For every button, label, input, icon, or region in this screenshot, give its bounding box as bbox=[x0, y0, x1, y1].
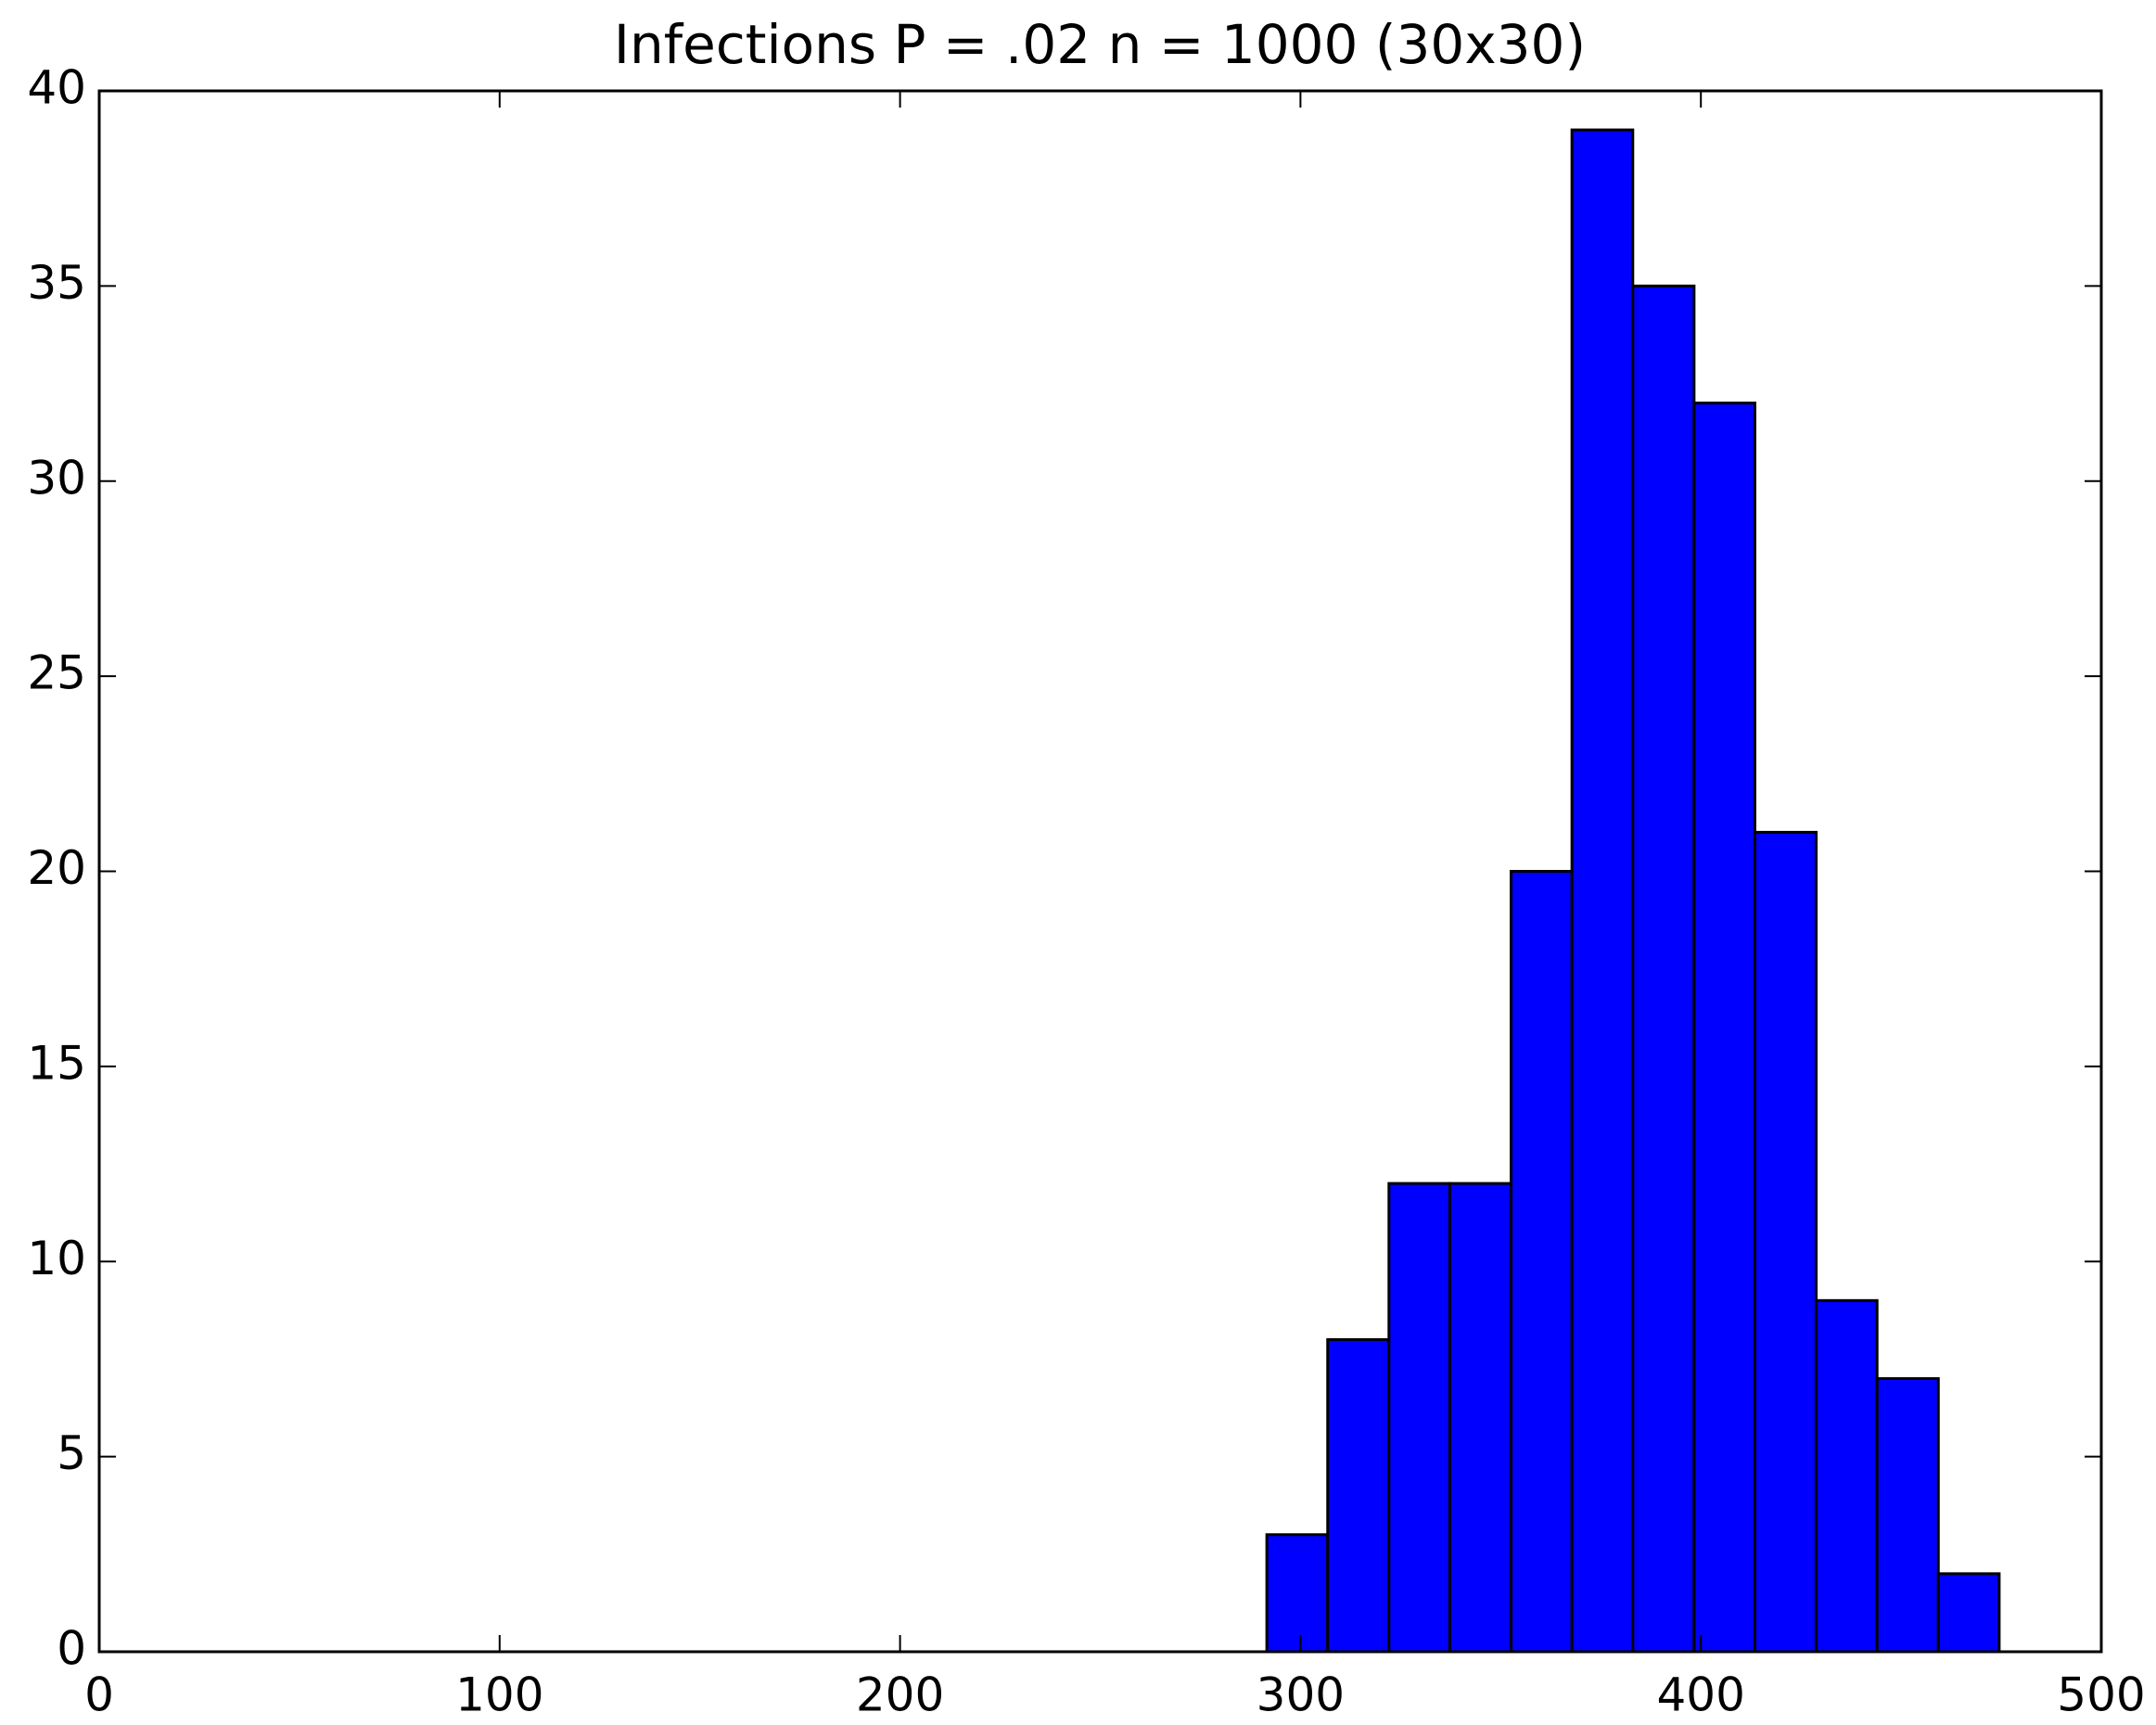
bar bbox=[1936, 1572, 2001, 1654]
x-tick-label: 300 bbox=[1257, 1668, 1345, 1722]
bar bbox=[1692, 402, 1756, 1654]
bar bbox=[1570, 128, 1635, 1654]
y-tick-label: 20 bbox=[27, 841, 86, 895]
bar bbox=[1387, 1182, 1451, 1654]
plot-frame bbox=[97, 89, 2103, 1654]
y-tick-label: 0 bbox=[57, 1622, 86, 1676]
x-tick-label: 0 bbox=[84, 1668, 114, 1722]
y-tick-label: 40 bbox=[27, 61, 86, 115]
y-tick-label: 10 bbox=[27, 1232, 86, 1285]
x-tick-label: 200 bbox=[856, 1668, 944, 1722]
chart-title: Infections P = .02 n = 1000 (30x30) bbox=[614, 13, 1586, 76]
y-tick-label: 35 bbox=[27, 256, 86, 310]
y-tick-label: 15 bbox=[27, 1036, 86, 1090]
y-tick-label: 5 bbox=[57, 1426, 86, 1480]
x-tick-label: 500 bbox=[2057, 1668, 2145, 1722]
x-tick-label: 100 bbox=[455, 1668, 543, 1722]
y-tick-label: 30 bbox=[27, 451, 86, 505]
bar bbox=[1875, 1376, 1940, 1654]
bar bbox=[1510, 870, 1574, 1654]
bar bbox=[1326, 1337, 1391, 1654]
x-tick-label: 400 bbox=[1656, 1668, 1744, 1722]
bar bbox=[1631, 284, 1696, 1654]
y-tick-label: 25 bbox=[27, 646, 86, 700]
bar bbox=[1265, 1533, 1330, 1654]
bar bbox=[1448, 1182, 1513, 1654]
bar bbox=[1753, 830, 1818, 1654]
bar bbox=[1815, 1298, 1879, 1654]
